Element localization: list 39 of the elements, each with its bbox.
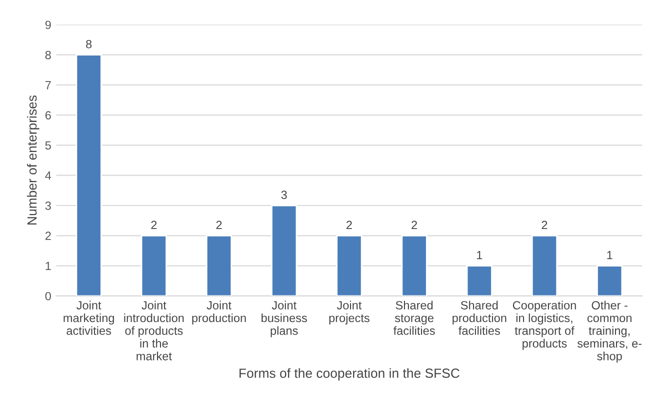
x-tick-label: Joint projects xyxy=(329,300,370,324)
y-tick-label: 7 xyxy=(45,81,51,90)
data-label: 2 xyxy=(542,220,548,230)
bar xyxy=(466,265,492,296)
y-tick-label: 9 xyxy=(45,20,51,30)
x-axis-title: Forms of the cooperation in the SFSC xyxy=(240,368,460,381)
bar xyxy=(206,234,232,296)
x-tick-label: Joint business plans xyxy=(262,300,307,338)
y-tick-label: 8 xyxy=(45,50,51,60)
data-label: 2 xyxy=(216,220,222,230)
bar xyxy=(531,234,558,296)
x-tick-label: Shared storage facilities xyxy=(393,300,435,335)
x-tick-label: Joint marketing activities xyxy=(64,300,114,335)
data-label: 2 xyxy=(346,220,352,230)
y-tick-label: 6 xyxy=(45,111,51,120)
bar xyxy=(401,234,428,296)
y-tick-label: 1 xyxy=(46,262,51,270)
data-label: 3 xyxy=(281,190,287,199)
x-tick-label: Cooperation in logistics, transport of products xyxy=(512,300,576,350)
y-axis-title: Number of enterprises xyxy=(26,95,40,224)
x-tick-label: Joint production xyxy=(192,300,246,324)
y-tick-label: 5 xyxy=(45,141,51,150)
bar xyxy=(140,234,167,296)
x-tick-label: Shared production facilities xyxy=(452,300,506,335)
x-tick-label: Other - common training, seminars, e- shop xyxy=(577,300,642,363)
bar xyxy=(596,265,623,296)
bar xyxy=(336,234,362,296)
y-tick-label: 4 xyxy=(45,172,52,180)
data-label: 1 xyxy=(477,251,482,260)
y-tick-label: 3 xyxy=(45,202,51,210)
y-tick-label: 0 xyxy=(45,292,51,300)
bar xyxy=(76,54,102,296)
data-label: 8 xyxy=(86,40,92,48)
data-label: 1 xyxy=(607,251,612,260)
bar xyxy=(271,204,298,296)
data-label: 2 xyxy=(151,220,157,230)
x-tick-label: Joint introduction of products in the market xyxy=(124,300,184,360)
y-tick-label: 2 xyxy=(45,232,51,240)
data-label: 2 xyxy=(412,220,417,230)
